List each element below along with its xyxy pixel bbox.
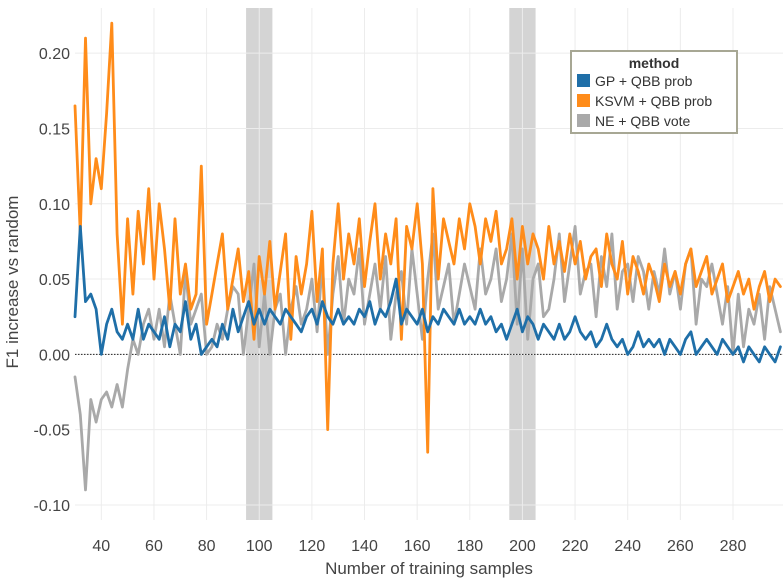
legend: method GP + QBB prob KSVM + QBB prob NE + … <box>570 50 738 134</box>
series-line-ne-qbb-vote <box>73 225 782 492</box>
legend-label-ksvm-qbb-prob: KSVM + QBB prob <box>595 93 712 109</box>
series-line-gp-qbb-prob <box>73 225 782 364</box>
x-tick-label: 60 <box>145 538 163 555</box>
x-tick-label: 40 <box>92 538 110 555</box>
y-axis-title: F1 increase vs random <box>3 196 22 369</box>
legend-swatch-ksvm-qbb-prob <box>577 94 590 107</box>
x-tick-label: 120 <box>299 538 326 555</box>
legend-swatch-gp-qbb-prob <box>577 74 590 87</box>
y-tick-label: 0.15 <box>39 121 70 138</box>
x-tick-label: 180 <box>456 538 483 555</box>
x-tick-label: 240 <box>614 538 641 555</box>
y-tick-label: 0.10 <box>39 197 70 214</box>
x-tick-label: 140 <box>351 538 378 555</box>
series-line-ksvm-qbb-prob <box>73 21 782 454</box>
x-tick-label: 220 <box>562 538 589 555</box>
x-tick-label: 160 <box>404 538 431 555</box>
y-tick-label: 0.00 <box>39 347 70 364</box>
legend-swatch-ne-qbb-vote <box>577 114 590 127</box>
series-lines <box>73 21 782 492</box>
legend-entries: GP + QBB prob KSVM + QBB prob NE + QBB vot… <box>577 73 712 129</box>
legend-title: method <box>629 55 680 71</box>
x-axis-title: Number of training samples <box>325 559 533 578</box>
y-axis-ticks: -0.10 -0.05 0.00 0.05 0.10 0.15 0.20 <box>34 46 71 515</box>
x-tick-label: 280 <box>720 538 747 555</box>
x-tick-label: 260 <box>667 538 694 555</box>
y-tick-label: -0.05 <box>34 423 71 440</box>
x-tick-label: 200 <box>509 538 536 555</box>
y-tick-label: 0.05 <box>39 272 70 289</box>
x-axis-ticks: 40 60 80 100 120 140 160 180 200 220 240 260 280 <box>92 538 746 555</box>
y-tick-label: -0.10 <box>34 498 71 515</box>
legend-label-ne-qbb-vote: NE + QBB vote <box>595 113 691 129</box>
x-tick-label: 80 <box>198 538 216 555</box>
legend-label-gp-qbb-prob: GP + QBB prob <box>595 73 693 89</box>
y-tick-label: 0.20 <box>39 46 70 63</box>
x-tick-label: 100 <box>246 538 273 555</box>
legend-box <box>570 50 738 134</box>
